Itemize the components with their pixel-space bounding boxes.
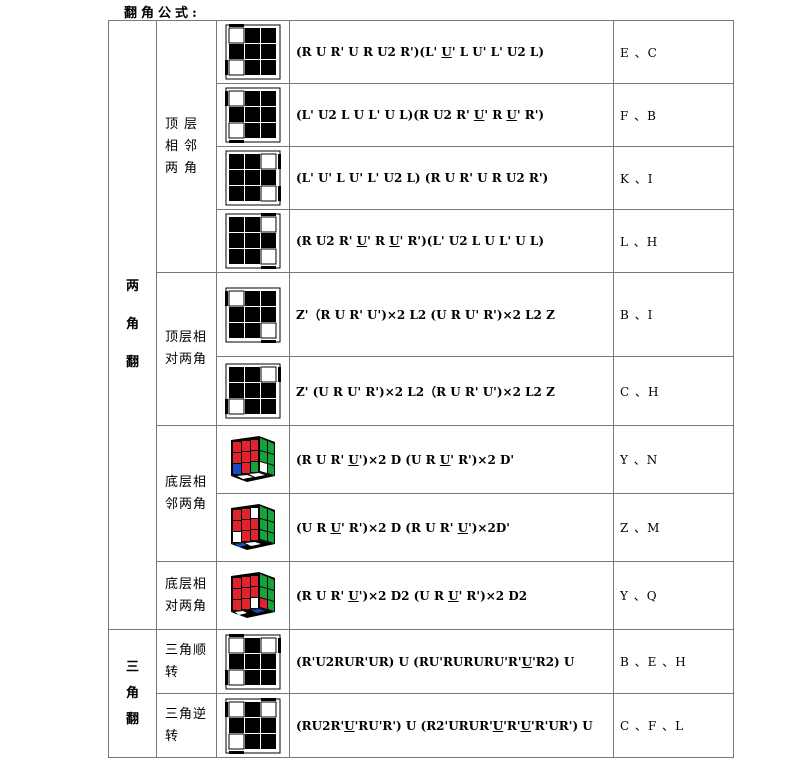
corner-ref: Y 、N <box>613 425 734 494</box>
diagram-cell <box>216 425 290 494</box>
table-row: 三角翻 三角顺转 (R'U2RUR'UR) U (RU'RURURU'R'U'R… <box>108 629 734 758</box>
diagram-cell <box>216 493 290 562</box>
subgroup-label: 三角逆转 <box>165 706 208 744</box>
subgroup-top-opposite: 顶层相对两角 <box>156 272 217 426</box>
formula: (R U2 R' U' R U' R')(L' U2 L U L' U L) <box>289 209 614 273</box>
diagram-cell <box>216 20 290 84</box>
corner-ref: C 、H <box>613 356 734 426</box>
diagram-cell <box>216 209 290 273</box>
subgroup-label: 底层相邻两角 <box>165 474 208 512</box>
subgroup-clockwise: 三角顺转 <box>156 629 217 694</box>
diagram-cell <box>216 356 290 426</box>
table-row: 底层相邻两角 (R U R' U')×2 D (U R U' R')×2 D' <box>109 425 734 562</box>
subgroup-label: 底层相对两角 <box>165 576 208 614</box>
formula: (R U R' U')×2 D2 (U R U' R')×2 D2 <box>289 561 614 630</box>
subgroup-counterclockwise: 三角逆转 <box>156 693 217 758</box>
diagram-cell <box>216 272 290 357</box>
formula: (R U R' U')×2 D (U R U' R')×2 D' <box>289 425 614 494</box>
formula: Z' (U R U' R')×2 L2（R U R' U')×2 L2 Z <box>289 356 614 426</box>
subgroup-label: 顶层相邻两角 <box>165 116 204 176</box>
table-row: 三角逆转 (RU2R'U'RU'R') U (R2'URUR'U'R'U'R'U… <box>109 693 734 758</box>
table-row: (R U2 R' U' R U' R')(L' U2 L U L' U L) L… <box>109 209 734 273</box>
category-label: 三角翻 <box>125 659 139 727</box>
table-row: (L' U' L U' L' U2 L) (R U R' U R U2 R') … <box>109 146 734 210</box>
cube-top-triple-cw-icon <box>225 633 281 689</box>
cube-top-flip-r2-icon <box>225 87 281 143</box>
subgroup-label: 顶层相对两角 <box>165 330 208 367</box>
corner-ref: L 、H <box>613 209 734 273</box>
subgroup-top-adjacent: 顶层相邻两角 <box>156 20 217 273</box>
table-row: 底层相对两角 (R U R' U')×2 D2 (U R U' R')×2 D2 <box>109 561 734 630</box>
corner-ref: Y 、Q <box>613 561 734 630</box>
cube-top-flip-r1-icon <box>225 24 281 80</box>
corner-ref: B 、E 、H <box>613 629 734 694</box>
cube-top-opp-r5-icon <box>225 287 281 343</box>
cube-top-triple-ccw-icon <box>225 697 281 754</box>
category-three-corner: 三角翻 <box>108 629 157 758</box>
cube-top-opp-r6-icon <box>225 363 281 419</box>
corner-ref: E 、C <box>613 20 734 84</box>
subgroup-label: 三角顺转 <box>165 642 208 680</box>
corner-ref: K 、I <box>613 146 734 210</box>
diagram-cell <box>216 629 290 694</box>
corner-ref: Z 、M <box>613 493 734 562</box>
table-row: (U R U' R')×2 D (R U R' U')×2D' Z 、M <box>109 493 734 562</box>
diagram-cell <box>216 561 290 630</box>
diagram-cell <box>216 146 290 210</box>
formula: (R'U2RUR'UR) U (RU'RURURU'R'U'R2) U <box>289 629 614 694</box>
corner-ref: B 、I <box>613 272 734 357</box>
page-title: 翻角公式: <box>124 6 201 21</box>
cube-top-flip-r3-icon <box>225 150 281 206</box>
formula: (U R U' R')×2 D (R U R' U')×2D' <box>289 493 614 562</box>
category-two-corner: 两角翻 <box>108 20 157 630</box>
cube-3d-red-green-icon <box>231 435 275 482</box>
category-label: 两角翻 <box>125 279 139 370</box>
cube-3d-red-white-icon <box>231 503 275 550</box>
diagram-cell <box>216 693 290 758</box>
corner-ref: C 、F 、L <box>613 693 734 758</box>
formula: (RU2R'U'RU'R') U (R2'URUR'U'R'U'R'UR') U <box>289 693 614 758</box>
formula: (L' U2 L U L' U L)(R U2 R' U' R U' R') <box>289 83 614 147</box>
table-row: 两角翻 顶层相邻两角 (R U R' U R U2 R')(L' U' L U'… <box>108 20 734 630</box>
formula: (R U R' U R U2 R')(L' U' L U' L' U2 L) <box>289 20 614 84</box>
cube-top-flip-r4-icon <box>225 213 281 269</box>
formula: Z'（R U R' U')×2 L2 (U R U' R')×2 L2 Z <box>289 272 614 357</box>
subgroup-bottom-adjacent: 底层相邻两角 <box>156 425 217 562</box>
subgroup-bottom-opposite: 底层相对两角 <box>156 561 217 630</box>
cube-3d-red-green-icon <box>231 571 275 618</box>
diagram-cell <box>216 83 290 147</box>
corner-flip-table: 两角翻 顶层相邻两角 (R U R' U R U2 R')(L' U' L U'… <box>108 20 734 758</box>
formula: (L' U' L U' L' U2 L) (R U R' U R U2 R') <box>289 146 614 210</box>
corner-ref: F 、B <box>613 83 734 147</box>
table-row: 顶层相对两角 Z'（R U R' U')×2 L2 (U R U' R')×2 … <box>109 272 734 426</box>
